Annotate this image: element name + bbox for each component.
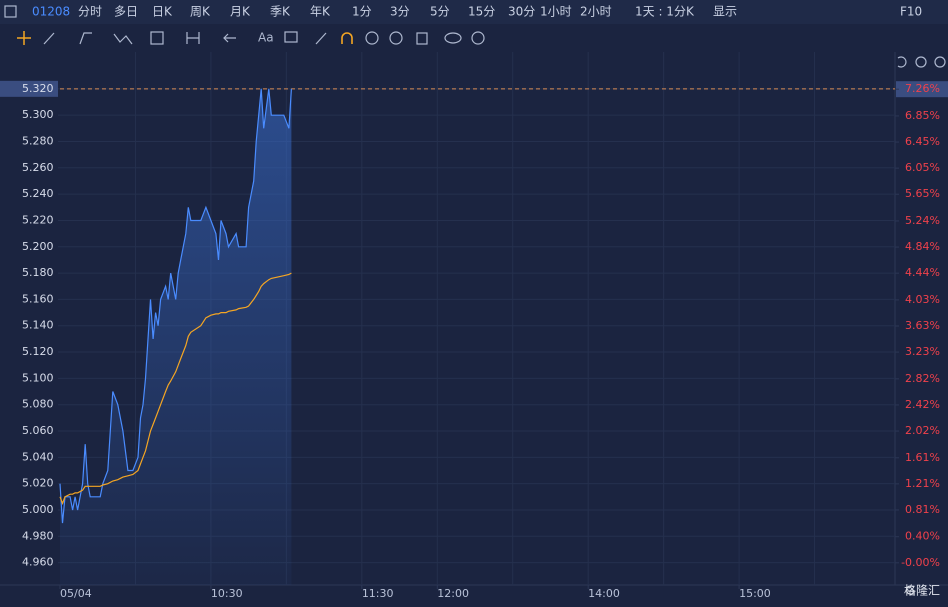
tab[interactable]: 周K	[190, 5, 211, 19]
y-tick-label: 5.020	[22, 477, 54, 490]
link-tool[interactable]	[444, 32, 462, 44]
x-tick-label: 05/04	[60, 587, 92, 600]
price-line	[59, 88, 292, 524]
settings-tool[interactable]	[471, 31, 485, 45]
checkbox[interactable]	[4, 5, 17, 18]
tab[interactable]: 5分	[430, 5, 450, 19]
y2-tick-label: 7.26%	[905, 82, 940, 95]
y2-tick-label: 0.81%	[905, 503, 940, 516]
reset[interactable]	[897, 56, 907, 68]
y-tick-label: 4.980	[22, 529, 54, 542]
tab[interactable]: 1天 : 1分K	[635, 5, 695, 19]
y-tick-label: 5.300	[22, 108, 54, 121]
line-tool[interactable]	[43, 32, 55, 45]
x-tick-label: 10:30	[211, 587, 243, 600]
x-tick-label: 14:00	[588, 587, 620, 600]
zoom-controls	[897, 56, 946, 68]
tab[interactable]: 月K	[230, 5, 251, 19]
y-tick-label: 5.220	[22, 213, 54, 226]
y2-tick-label: 6.05%	[905, 161, 940, 174]
y-tick-label: 5.260	[22, 161, 54, 174]
y-tick-label: 5.160	[22, 292, 54, 305]
y-tick-label: 5.320	[22, 82, 54, 95]
y2-tick-label: 5.24%	[905, 214, 940, 227]
arrow-tool[interactable]	[223, 33, 236, 43]
y-tick-label: 5.280	[22, 134, 54, 147]
y2-tick-label: 6.45%	[905, 135, 940, 148]
move-tool[interactable]	[17, 31, 31, 45]
y-tick-label: 5.240	[22, 187, 54, 200]
y-tick-label: 5.180	[22, 266, 54, 279]
y2-tick-label: 3.23%	[905, 345, 940, 358]
tab[interactable]: 分时	[78, 5, 102, 19]
tab[interactable]: 显示	[713, 5, 737, 19]
watermark: 格隆汇	[904, 583, 940, 598]
y-tick-label: 5.120	[22, 345, 54, 358]
y-tick-label: 4.960	[22, 556, 54, 569]
label-highlight	[896, 81, 948, 98]
box-tool[interactable]	[150, 31, 164, 45]
y2-tick-label: 0.40%	[905, 530, 940, 543]
y2-tick-label: 3.63%	[905, 319, 940, 332]
y2-tick-label: 5.65%	[905, 187, 940, 200]
zoom-out[interactable]	[915, 56, 927, 68]
hide-tool[interactable]	[389, 31, 403, 45]
pen-tool[interactable]	[315, 32, 327, 45]
note-tool[interactable]	[284, 31, 298, 43]
y2-tick-label: 4.03%	[905, 293, 940, 306]
tab[interactable]: 1小时	[540, 5, 572, 19]
tab[interactable]: F10	[900, 5, 922, 19]
tab[interactable]: 多日	[114, 5, 138, 19]
wave-tool[interactable]	[113, 33, 133, 45]
y2-tick-label: 4.84%	[905, 240, 940, 253]
range-tool[interactable]	[186, 32, 200, 44]
stock-code[interactable]: 01208	[32, 5, 70, 19]
tab[interactable]: 日K	[152, 5, 173, 19]
y-tick-label: 5.100	[22, 371, 54, 384]
y-tick-label: 5.040	[22, 450, 54, 463]
zoom-in[interactable]	[934, 56, 946, 68]
delete-tool[interactable]	[416, 32, 428, 45]
ray-tool[interactable]	[79, 32, 92, 45]
tab[interactable]: 年K	[310, 5, 331, 19]
tab[interactable]: 30分	[508, 5, 535, 19]
tab[interactable]: 15分	[468, 5, 495, 19]
y2-tick-label: 2.42%	[905, 398, 940, 411]
tab[interactable]: 2小时	[580, 5, 612, 19]
y-tick-label: 5.060	[22, 424, 54, 437]
text-tool[interactable]: Aa	[258, 31, 274, 45]
magnet-tool[interactable]	[341, 32, 353, 44]
drawing-tools: Aa	[17, 31, 485, 45]
y2-tick-label: 1.61%	[905, 451, 940, 464]
y2-tick-label: 2.02%	[905, 424, 940, 437]
y2-tick-label: 1.21%	[905, 477, 940, 490]
toolbar	[0, 0, 948, 24]
y-tick-label: 5.200	[22, 240, 54, 253]
y2-tick-label: 2.82%	[905, 372, 940, 385]
tab[interactable]: 1分	[352, 5, 372, 19]
drawing-toolbar	[0, 24, 948, 52]
y-tick-label: 5.080	[22, 398, 54, 411]
y2-tick-label: 4.44%	[905, 266, 940, 279]
y-tick-label: 5.140	[22, 319, 54, 332]
y-tick-label: 5.000	[22, 503, 54, 516]
watermark-logo: G	[905, 584, 914, 598]
label-highlight	[0, 80, 58, 97]
tab[interactable]: 季K	[270, 5, 291, 19]
lock-tool[interactable]	[365, 31, 379, 45]
y2-tick-label: -0.00%	[901, 556, 940, 569]
tab[interactable]: 3分	[390, 5, 410, 19]
price-area	[60, 88, 292, 586]
y2-tick-label: 6.85%	[905, 109, 940, 122]
average-line	[59, 272, 292, 506]
x-tick-label: 11:30	[362, 587, 394, 600]
x-tick-label: 15:00	[739, 587, 771, 600]
x-tick-label: 12:00	[437, 587, 469, 600]
